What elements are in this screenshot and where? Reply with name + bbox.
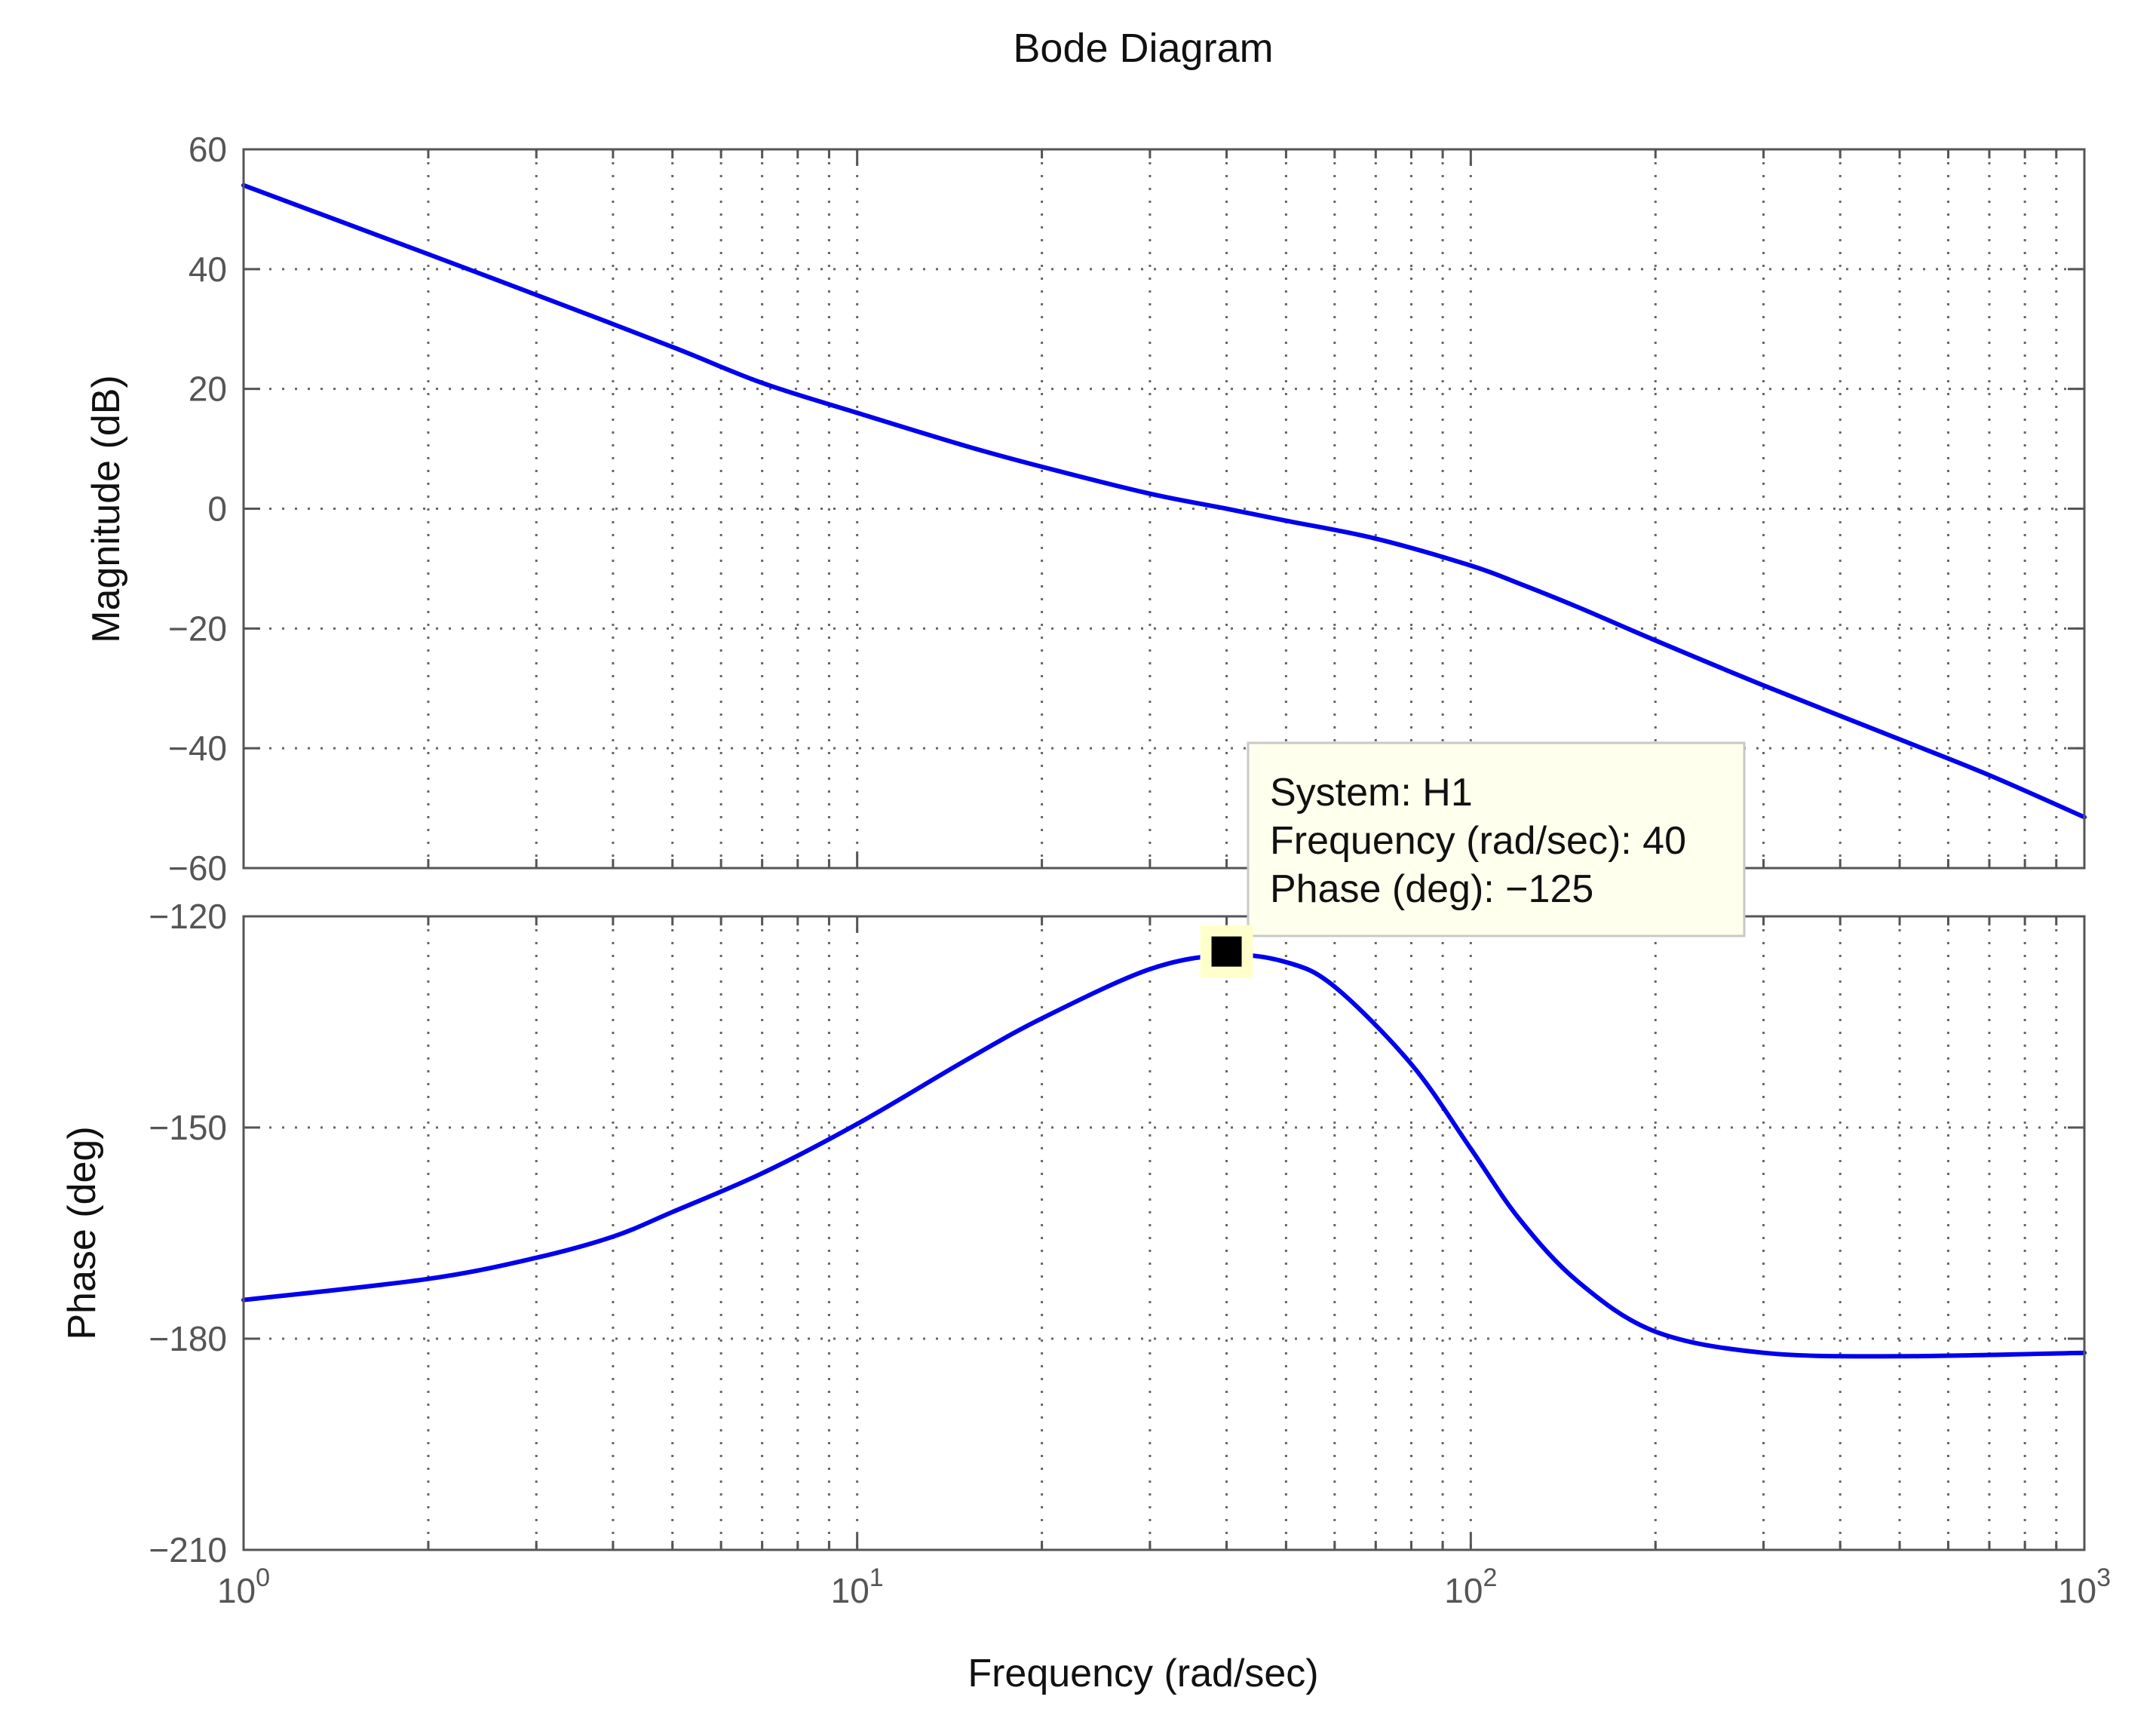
datatip-frequency: Frequency (rad/sec): 40 [1270,819,1686,863]
x-tick-labels: 100 101 102 103 [217,1563,2111,1610]
y-tick-label: −40 [168,729,227,768]
x-axis-label: Frequency (rad/sec) [968,1652,1318,1695]
magnitude-plot-area [244,149,2084,868]
datatip-box [1247,741,1746,937]
chart-title: Bode Diagram [1013,26,1273,71]
y-tick-label: −210 [149,1530,227,1569]
y-tick-label: 20 [189,370,227,409]
y-tick-label: 60 [189,130,227,169]
magnitude-y-tick-labels: 60 40 20 0 −20 −40 −60 [168,130,227,888]
magnitude-y-axis-label: Magnitude (dB) [84,375,128,643]
x-tick-label: 102 [1444,1563,1497,1610]
y-tick-label: −150 [149,1108,227,1147]
phase-axes-frame [242,915,2086,1551]
datatip[interactable]: System: H1 Frequency (rad/sec): 40 Phase… [1200,741,1746,978]
datatip-phase: Phase (deg): −125 [1270,867,1593,911]
y-tick-label: −180 [149,1319,227,1358]
y-tick-label: −60 [168,848,227,888]
x-tick-label: 101 [831,1563,884,1610]
x-tick-label: 100 [217,1563,270,1610]
magnitude-panel: 60 40 20 0 −20 −40 −60 Magnitude (dB) [84,130,2087,888]
y-tick-label: −120 [149,897,227,936]
datatip-marker[interactable] [1211,936,1242,967]
phase-y-axis-label: Phase (deg) [60,1126,104,1339]
x-tick-label: 103 [2058,1563,2111,1610]
phase-grid [244,916,2084,1550]
y-tick-label: −20 [168,609,227,648]
y-tick-label: 40 [189,250,227,289]
phase-y-tick-labels: −120 −150 −180 −210 [149,897,227,1569]
magnitude-series-line [241,183,2087,820]
phase-plot-area [244,916,2084,1550]
magnitude-axes-frame [242,148,2086,870]
datatip-series: System: H1 [1270,771,1473,815]
y-tick-label: 0 [207,489,227,529]
phase-panel: −120 −150 −180 −210 100 101 102 103 Phase (deg… [60,897,2111,1695]
